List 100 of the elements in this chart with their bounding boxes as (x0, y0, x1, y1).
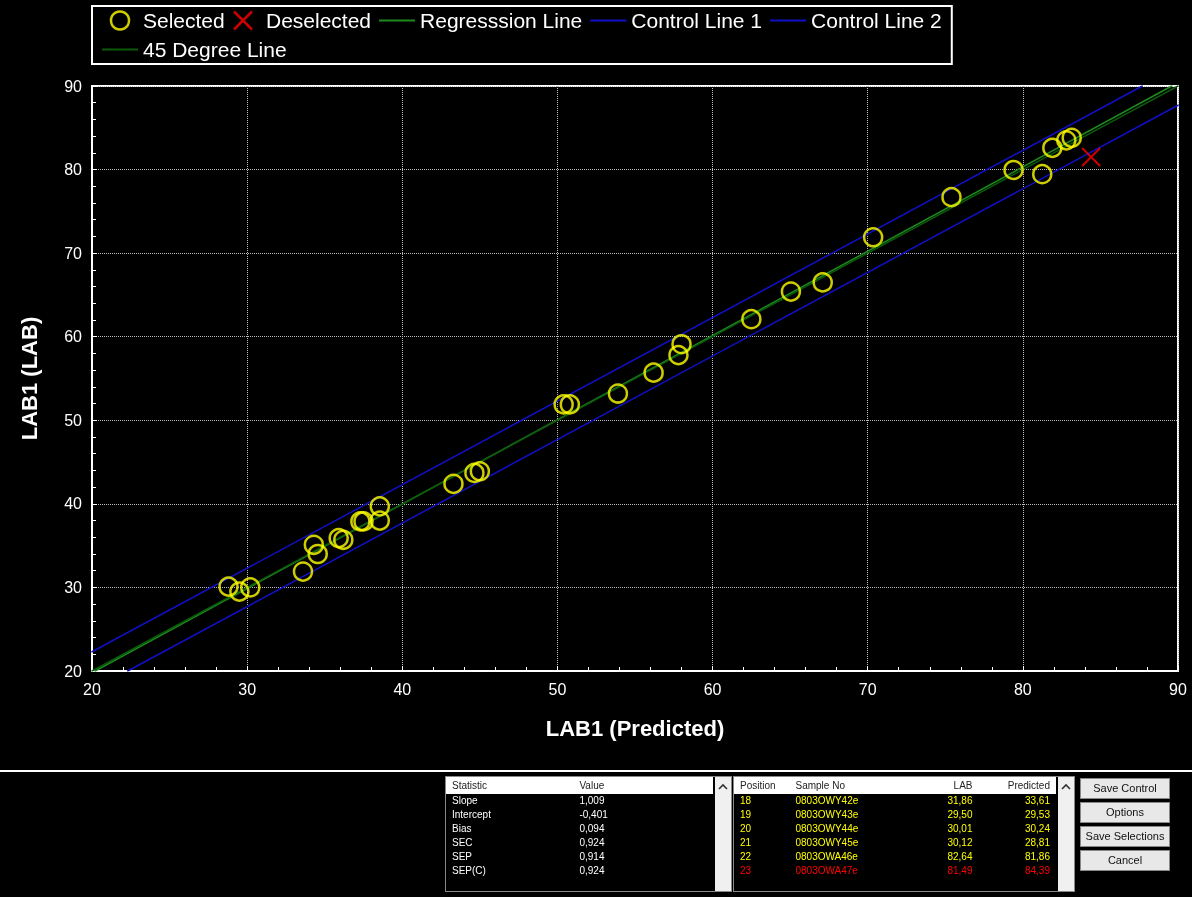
text: 0,924 (578, 836, 606, 850)
text: 30,12 (946, 836, 974, 850)
text: 82,64 (946, 850, 974, 864)
text: -0,401 (578, 808, 609, 822)
point (941, 186, 962, 208)
legend-label: Control Line 2 (811, 9, 942, 32)
legend-label: 45 Degree Line (143, 38, 287, 61)
point (780, 281, 802, 302)
text: 0803OWA47e (794, 864, 859, 878)
point (1061, 127, 1082, 149)
y-tick-label: 20 (64, 662, 83, 680)
x-tick-label: 70 (858, 680, 877, 698)
text: 33,61 (1023, 794, 1051, 808)
point (369, 496, 391, 517)
y-tick-label: 40 (64, 495, 83, 513)
text: SEP (451, 850, 473, 864)
y-tick-label: 60 (64, 328, 83, 346)
text: 81,86 (1023, 850, 1051, 864)
point (469, 461, 491, 482)
text: Save Selections (1080, 826, 1170, 847)
text: 0,924 (578, 864, 606, 878)
point (307, 543, 328, 565)
point (240, 577, 261, 598)
point (607, 383, 629, 404)
x-tick-label: 20 (83, 680, 101, 698)
text: 22 (739, 850, 753, 864)
text: 0803OWY43e (794, 808, 860, 822)
legend-label: Deselected (265, 9, 372, 32)
point (328, 527, 349, 549)
text: 28,81 (1023, 836, 1051, 850)
point (668, 344, 689, 366)
text: 0803OWY44e (794, 822, 860, 836)
text: 1,009 (578, 794, 606, 808)
point (1042, 137, 1063, 159)
text: Cancel (1080, 850, 1170, 871)
point (1081, 147, 1102, 168)
point (812, 272, 833, 293)
text: 81,49 (946, 864, 974, 878)
point (671, 333, 692, 355)
x-tick-label: 40 (393, 680, 412, 698)
text: 21 (739, 836, 753, 850)
y-tick-label: 70 (64, 244, 83, 262)
text: LAB (912, 777, 979, 794)
point (443, 473, 464, 495)
text: 0803OWA46e (794, 850, 859, 864)
x-tick-label: 90 (1169, 680, 1187, 698)
point (1056, 130, 1077, 151)
text: 23 (739, 864, 753, 878)
point (1032, 163, 1053, 185)
text: Value (573, 777, 713, 794)
text: Position (734, 777, 790, 794)
x-tick-label: 50 (548, 680, 567, 698)
text: 0,094 (578, 822, 606, 836)
text: Save Control (1080, 778, 1170, 799)
text: 18 (739, 794, 753, 808)
legend-label: Regresssion Line (420, 9, 583, 32)
point (292, 561, 314, 582)
point (1003, 159, 1024, 181)
text: Sample No (789, 777, 913, 794)
text: 20 (739, 822, 753, 836)
text: 0803OWY42e (794, 794, 860, 808)
text: 0,914 (578, 850, 606, 864)
text: Statistic (446, 777, 574, 794)
text: 0803OWY45e (794, 836, 860, 850)
point (229, 581, 250, 602)
text: 30,01 (946, 822, 974, 836)
y-axis-title: LAB1 (LAB) (16, 316, 42, 441)
y-tick-label: 30 (64, 578, 83, 596)
point (303, 534, 325, 556)
text: Slope (451, 794, 479, 808)
legend-label: Control Line 1 (631, 9, 763, 32)
x-tick-label: 80 (1013, 680, 1032, 698)
y-tick-label: 50 (64, 411, 83, 429)
x-tick-label: 60 (703, 680, 722, 698)
point (862, 227, 884, 248)
point (333, 529, 354, 551)
text: Options (1080, 802, 1170, 823)
text: 19 (739, 808, 753, 822)
point (218, 576, 239, 597)
point (369, 510, 391, 531)
text: SEP(C) (451, 864, 487, 878)
text: 84,39 (1023, 864, 1051, 878)
point (741, 308, 762, 330)
point (559, 394, 581, 415)
text: SEC (451, 836, 474, 850)
x-tick-label: 30 (238, 680, 257, 698)
text: Bias (451, 822, 473, 836)
point (464, 462, 485, 484)
point (643, 362, 664, 383)
legend-label: Selected (143, 9, 225, 32)
text: 29,53 (1023, 808, 1051, 822)
text: Predicted (978, 777, 1056, 794)
point (553, 394, 574, 415)
y-tick-label: 80 (64, 161, 83, 179)
y-tick-label: 90 (64, 77, 83, 95)
text: Intercept (451, 808, 492, 822)
x-axis-title: LAB1 (Predicted) (545, 715, 725, 741)
text: 30,24 (1023, 822, 1051, 836)
text: 31,86 (946, 794, 974, 808)
text: 29,50 (946, 808, 974, 822)
